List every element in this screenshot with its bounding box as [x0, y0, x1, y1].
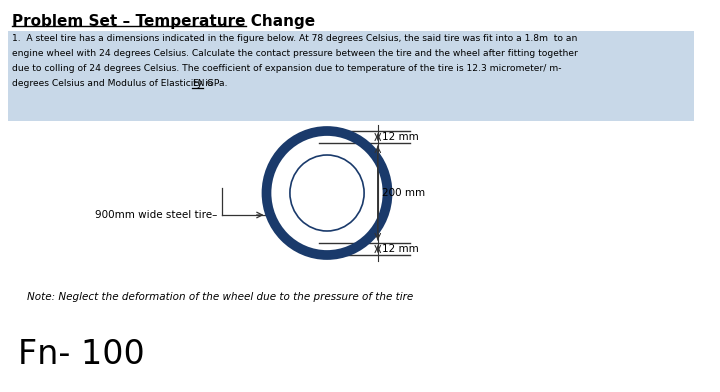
Text: 12 mm: 12 mm	[382, 244, 418, 254]
Text: due to colling of 24 degrees Celsius. The coefficient of expansion due to temper: due to colling of 24 degrees Celsius. Th…	[12, 64, 561, 73]
Text: 900mm wide steel tire–: 900mm wide steel tire–	[95, 210, 217, 220]
Text: Fn- 100: Fn- 100	[17, 338, 144, 371]
Text: Note: Neglect the deformation of the wheel due to the pressure of the tire: Note: Neglect the deformation of the whe…	[27, 292, 413, 302]
FancyBboxPatch shape	[8, 31, 694, 121]
Text: GPa.: GPa.	[204, 79, 228, 88]
Text: 200 mm: 200 mm	[382, 188, 425, 198]
Text: 12 mm: 12 mm	[382, 132, 418, 142]
Text: Problem Set – Temperature Change: Problem Set – Temperature Change	[12, 14, 315, 29]
Text: engine wheel with 24 degrees Celsius. Calculate the contact pressure between the: engine wheel with 24 degrees Celsius. Ca…	[12, 49, 577, 58]
Text: degrees Celsius and Modulus of Elasticity is: degrees Celsius and Modulus of Elasticit…	[12, 79, 215, 88]
Text: EN: EN	[192, 79, 204, 88]
Text: 1.  A steel tire has a dimensions indicated in the figure below. At 78 degrees C: 1. A steel tire has a dimensions indicat…	[12, 34, 577, 43]
